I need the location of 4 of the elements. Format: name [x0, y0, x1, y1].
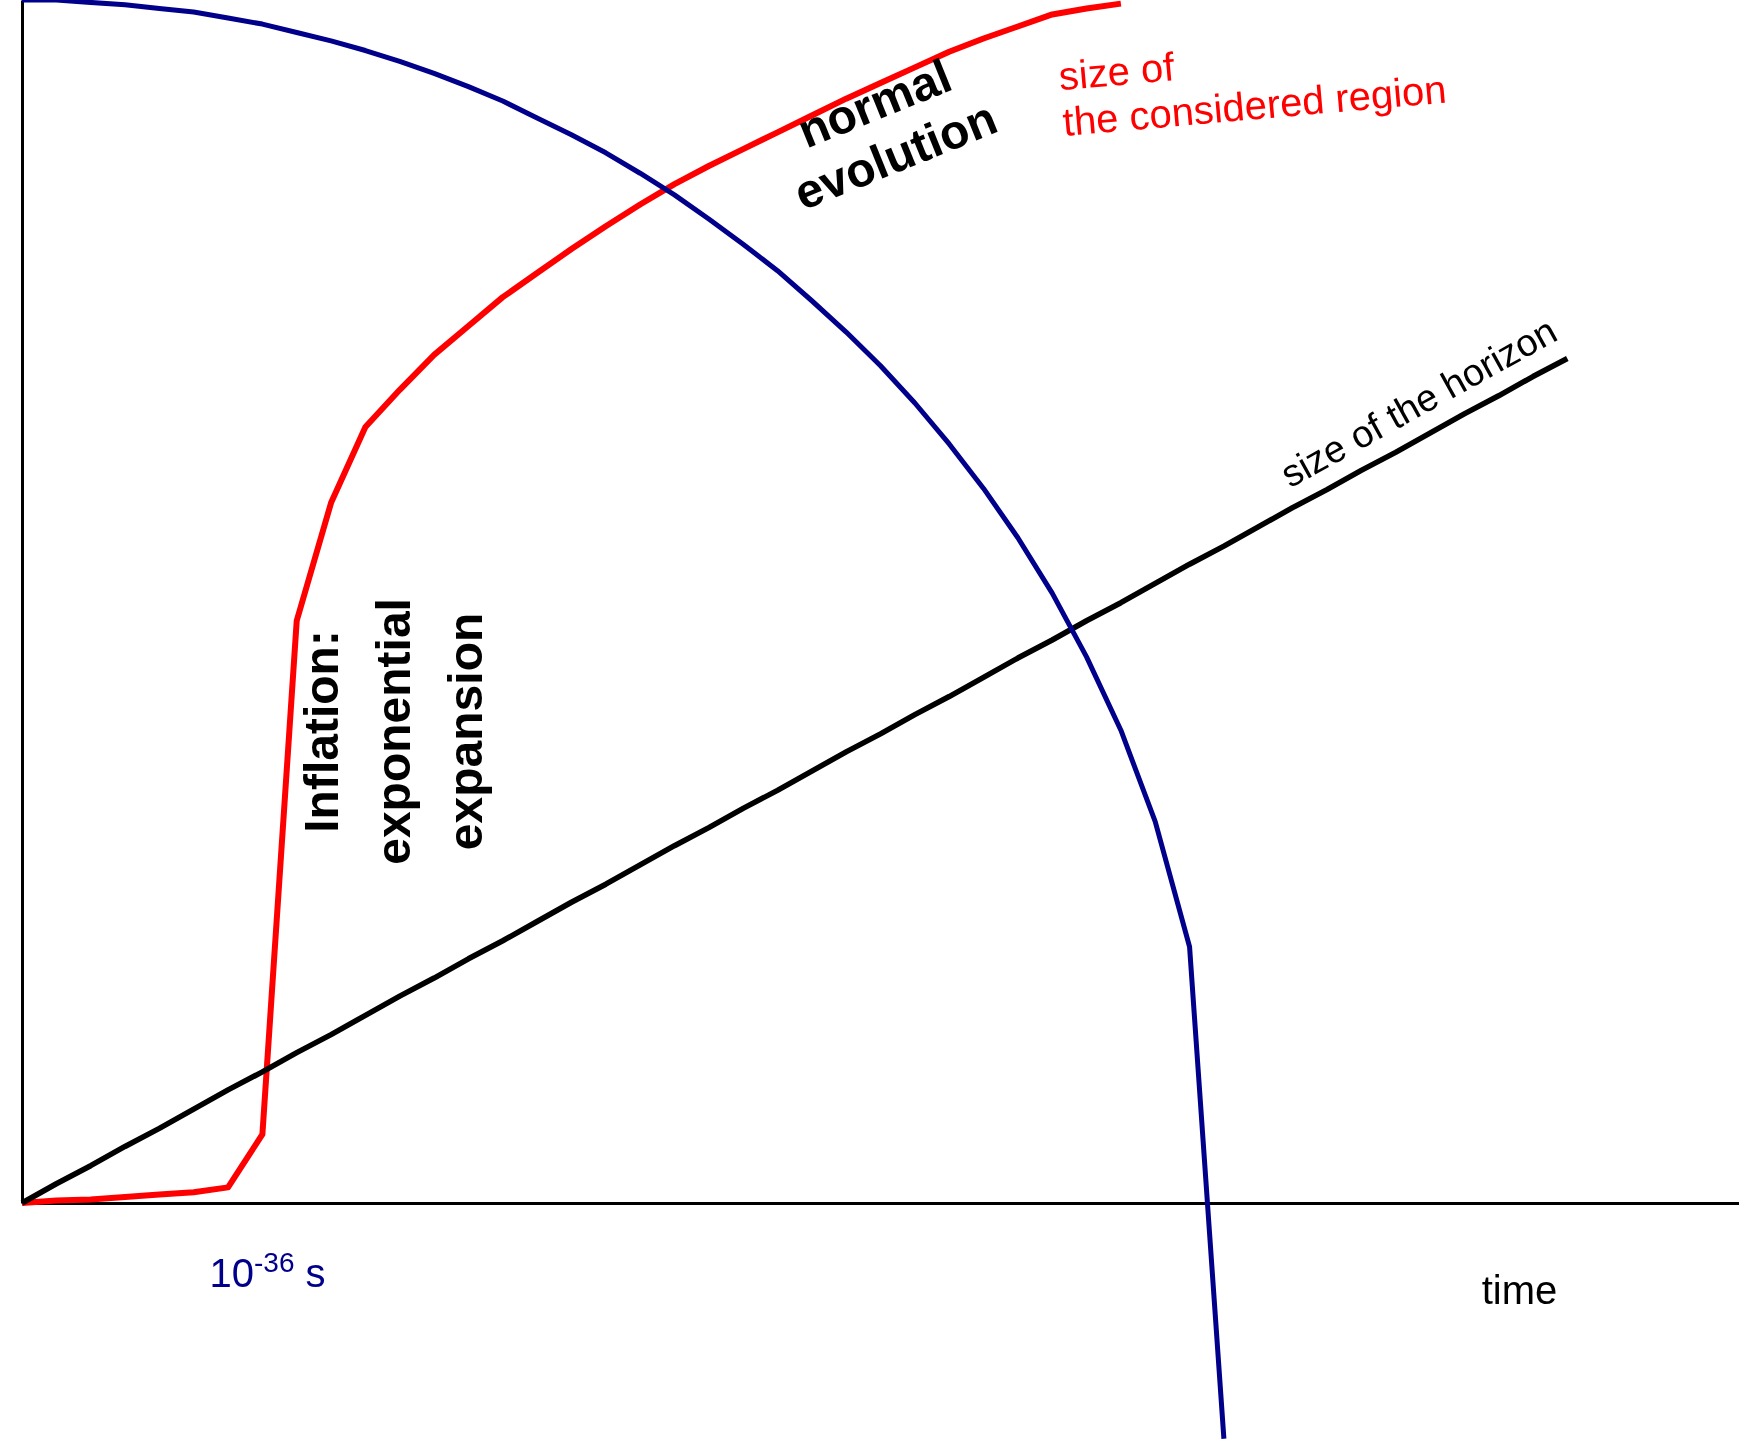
series-label: size of the considered region [1056, 44, 1449, 144]
x-axis-title: time [1481, 1267, 1558, 1312]
annotation: 10$^{-36}$ s [209, 1246, 326, 1296]
annotation: Inflation: exponential expansion [295, 598, 493, 865]
